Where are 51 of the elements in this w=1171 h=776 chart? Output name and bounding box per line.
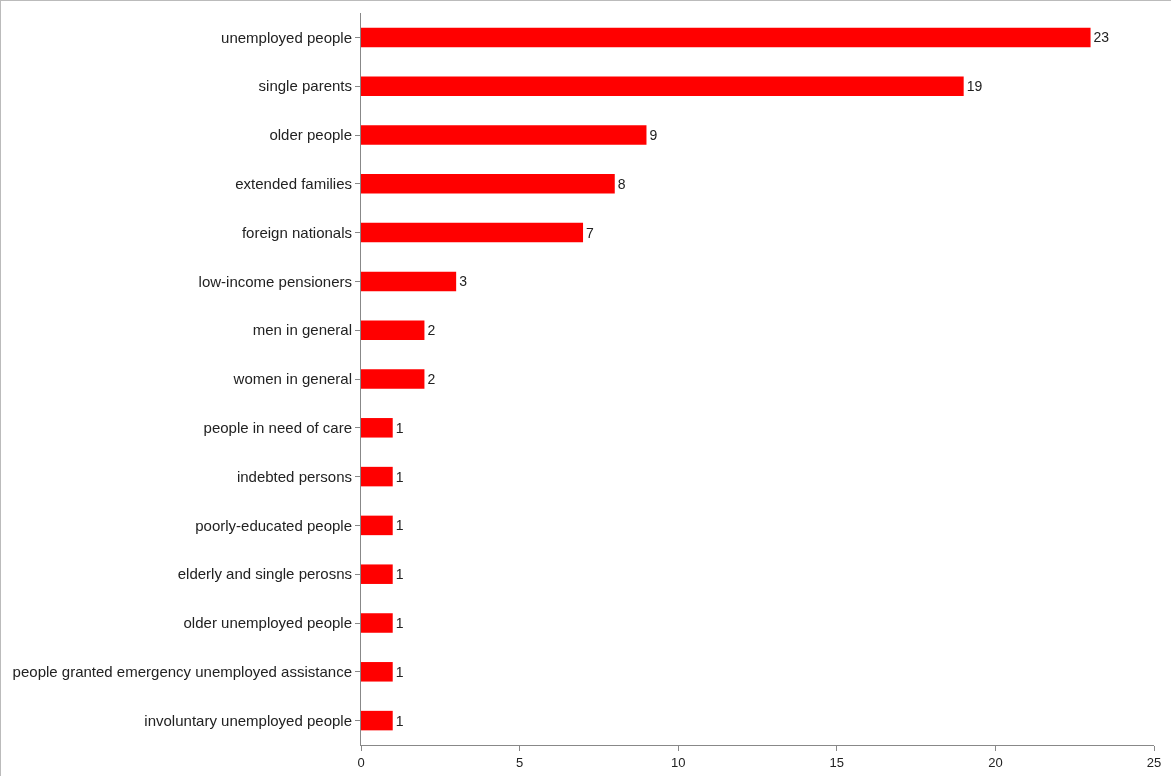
x-tick-label: 0: [357, 754, 365, 770]
bar: [361, 125, 647, 145]
bar: [361, 466, 393, 487]
data-label: 19: [966, 78, 983, 95]
y-tick-label: involuntary unemployed people: [144, 711, 352, 729]
bar: [361, 174, 615, 194]
bar: [361, 613, 393, 633]
bar: [361, 27, 1091, 48]
bar: [361, 320, 425, 340]
y-tick-label: men in general: [252, 321, 352, 339]
y-tick-label: women in general: [232, 370, 352, 388]
y-tick-label: people granted emergency unemployed assistance: [12, 663, 352, 681]
data-label: 1: [395, 468, 404, 485]
bar: [361, 418, 393, 438]
bar: [361, 222, 584, 243]
data-label: 3: [459, 273, 468, 290]
y-tick-label: indebted persons: [236, 467, 352, 485]
data-label: 7: [586, 224, 595, 241]
bar: [361, 662, 393, 682]
x-tick-label: 10: [670, 754, 686, 770]
data-label: 1: [395, 517, 404, 534]
y-tick-label: people in need of care: [203, 419, 352, 437]
y-tick-label: extended families: [235, 175, 352, 193]
data-label: 1: [395, 712, 404, 729]
y-tick-label: older people: [269, 126, 352, 144]
data-label: 2: [427, 322, 436, 339]
x-tick-label: 5: [515, 754, 524, 770]
bar: [361, 564, 393, 584]
y-tick-label: elderly and single perosns: [177, 565, 352, 583]
bar: [361, 369, 425, 389]
bar: [361, 76, 964, 96]
y-tick-label: low-income pensioners: [198, 272, 352, 290]
y-tick-label: foreign nationals: [241, 223, 352, 241]
data-label: 1: [395, 419, 404, 436]
bar: [361, 710, 393, 731]
bar: [361, 271, 457, 292]
data-label: 2: [427, 371, 436, 387]
data-label: 23: [1093, 29, 1110, 46]
y-tick-label: unemployed people: [221, 28, 352, 46]
data-label: 1: [395, 663, 404, 680]
data-label: 1: [395, 615, 404, 631]
data-label: 8: [617, 175, 626, 192]
x-tick-label: 15: [829, 754, 845, 770]
x-tick-label: 20: [988, 754, 1003, 770]
x-tick-label: 25: [1146, 754, 1162, 770]
y-tick-label: poorly-educated people: [195, 516, 352, 534]
data-label: 1: [395, 566, 404, 583]
data-label: 9: [649, 127, 658, 143]
bar: [361, 515, 393, 536]
y-tick-label: single parents: [258, 77, 352, 95]
y-tick-label: older unemployed people: [183, 614, 352, 632]
